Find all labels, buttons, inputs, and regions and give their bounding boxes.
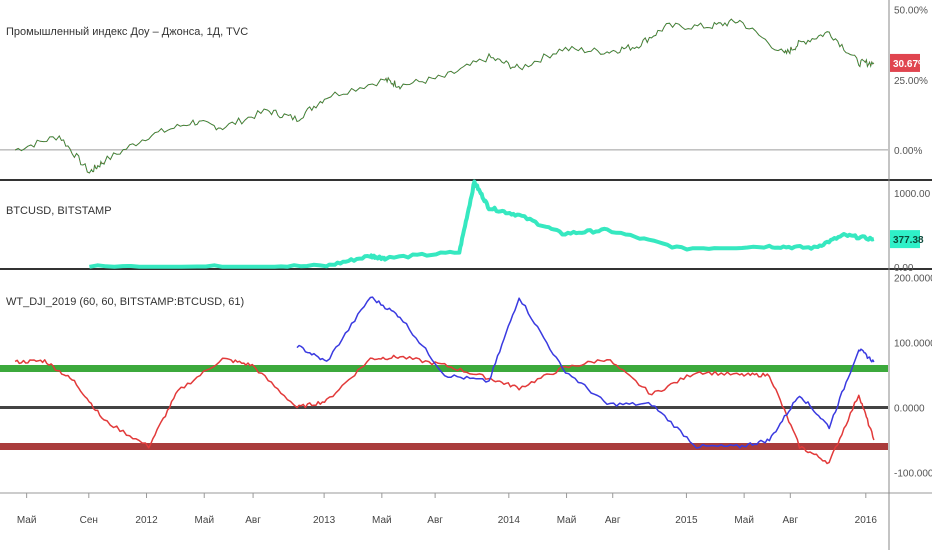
- dji-last-value-badge: [890, 53, 920, 72]
- x-axis-tick-label: Май: [194, 515, 214, 526]
- dji-tick-label: 25.00%: [894, 76, 928, 87]
- x-axis-tick-label: Май: [372, 515, 392, 526]
- x-axis-tick-label: Авг: [245, 515, 261, 526]
- x-axis-tick-label: 2013: [313, 515, 336, 526]
- wt-tick-label: 0.0000: [894, 404, 925, 415]
- x-axis-tick-label: Авг: [427, 515, 443, 526]
- x-axis-tick-label: Авг: [782, 515, 798, 526]
- wt-level-upper: [0, 365, 888, 372]
- wt-blue-series-line: [296, 296, 875, 449]
- wt-level-lower: [0, 443, 888, 450]
- x-axis-tick-label: 2016: [855, 515, 878, 526]
- dji-pane-title: Промышленный индекс Доу – Джонса, 1Д, TV…: [6, 26, 249, 38]
- wt-tick-label: -100.0000: [894, 469, 932, 480]
- wt-tick-label: 100.0000: [894, 339, 932, 350]
- dji-tick-label: 50.00%: [894, 6, 928, 17]
- wt-tick-label: 200.0000: [894, 274, 932, 285]
- x-axis-tick-label: Май: [734, 515, 754, 526]
- btc-tick-label: 1000.00: [894, 189, 931, 200]
- wt-level-zero: [0, 406, 888, 409]
- x-axis-tick-label: Май: [557, 515, 577, 526]
- btc-tick-label: 0.00: [894, 263, 914, 274]
- x-axis-tick-label: Сен: [80, 515, 98, 526]
- dji-last-value-label: 30.67%: [893, 59, 927, 70]
- x-axis-tick-label: 2015: [675, 515, 698, 526]
- dji-candle-overlay: [14, 18, 875, 174]
- x-axis-tick-label: Авг: [605, 515, 621, 526]
- btc-series-line: [89, 179, 875, 269]
- x-axis-tick-label: 2012: [135, 515, 158, 526]
- btc-last-value-badge: [890, 230, 920, 249]
- wt-pane-title: WT_DJI_2019 (60, 60, BITSTAMP:BTCUSD, 61…: [6, 296, 245, 308]
- wt-red-series-line: [14, 354, 875, 465]
- x-axis-tick-label: Май: [17, 515, 37, 526]
- x-axis-tick-label: 2014: [498, 515, 521, 526]
- btc-pane-title: BTCUSD, BITSTAMP: [6, 205, 112, 217]
- dji-tick-label: 0.00%: [894, 146, 922, 157]
- btc-last-value-label: 377.38: [893, 235, 924, 246]
